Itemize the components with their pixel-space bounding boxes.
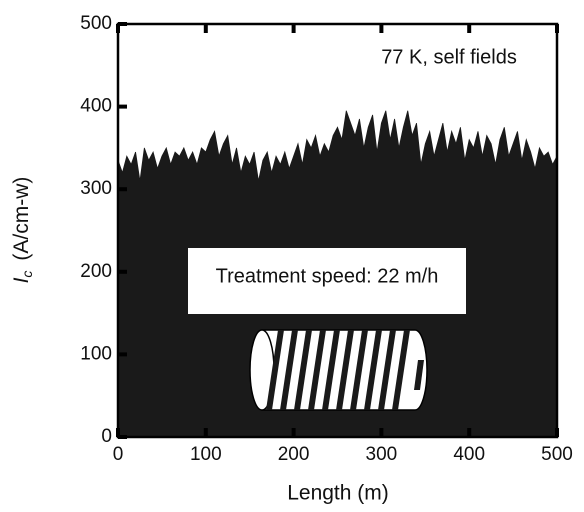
y-tick-label: 0 bbox=[101, 426, 112, 447]
x-axis-label: Length (m) bbox=[287, 482, 389, 505]
y-tick-label: 500 bbox=[80, 13, 112, 34]
annotation: Treatment speed: 22 m/h bbox=[216, 265, 439, 287]
annotation-box bbox=[188, 248, 466, 314]
y-tick-label: 100 bbox=[80, 343, 112, 364]
y-tick-label: 300 bbox=[80, 178, 112, 199]
tape-icon bbox=[249, 329, 428, 411]
y-label-unit: (A/cm-w) bbox=[10, 177, 33, 261]
y-tick-label: 400 bbox=[80, 96, 112, 117]
y-label-symbol: I bbox=[10, 277, 33, 283]
y-tick-label: 200 bbox=[80, 261, 112, 282]
y-label-subscript: c bbox=[19, 271, 35, 278]
x-tick-label: 500 bbox=[541, 444, 573, 465]
x-tick-label: 400 bbox=[453, 444, 485, 465]
x-tick-label: 200 bbox=[278, 444, 310, 465]
x-tick-label: 100 bbox=[190, 444, 222, 465]
plot-frame bbox=[116, 22, 559, 439]
x-tick-label: 0 bbox=[113, 444, 124, 465]
annotation: 77 K, self fields bbox=[381, 46, 517, 68]
y-axis-label: Ic (A/cm-w) bbox=[10, 177, 35, 284]
x-tick-label: 300 bbox=[366, 444, 398, 465]
